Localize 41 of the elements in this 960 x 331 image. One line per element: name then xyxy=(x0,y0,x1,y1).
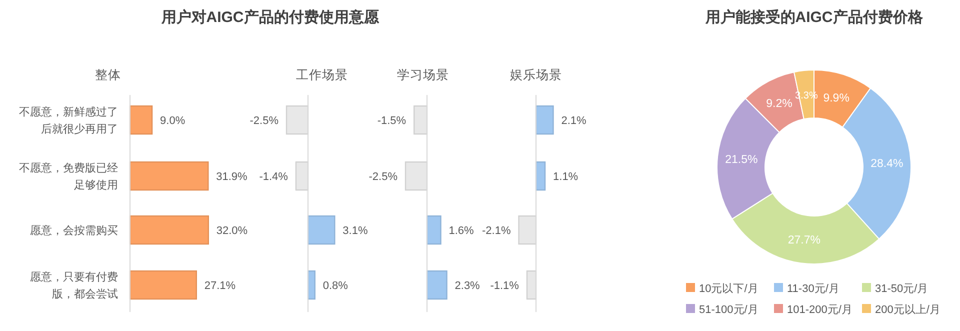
chart-subtitle: 整体 xyxy=(95,68,121,82)
data-label: -1.4% xyxy=(259,171,288,183)
data-label: 9.9% xyxy=(823,92,850,104)
y-tick-label: 不愿意，新鲜感过了后就很少再用了 xyxy=(19,106,118,136)
data-label: 27.1% xyxy=(204,280,236,292)
data-label: -2.5% xyxy=(250,115,279,127)
data-label: -2.1% xyxy=(482,225,511,237)
data-label: 2.3% xyxy=(454,280,480,292)
chart-subtitle: 娱乐场景 xyxy=(510,68,562,82)
data-label: 9.2% xyxy=(766,98,792,110)
legend-label: 51-100元/月 xyxy=(699,304,758,316)
data-label: -2.5% xyxy=(368,171,398,183)
data-label: 0.8% xyxy=(322,280,348,292)
data-label: 1.1% xyxy=(553,171,578,183)
y-tick-label: 愿意，会按需购买 xyxy=(30,224,118,237)
data-label: 32.0% xyxy=(216,225,248,237)
chart-subtitle: 工作场景 xyxy=(296,68,348,82)
legend-label: 10元以下/月 xyxy=(699,282,758,295)
data-label: 28.4% xyxy=(870,158,904,170)
chart-title: 用户能接受的AIGC产品付费价格 xyxy=(704,8,924,26)
bar xyxy=(129,215,209,245)
bar xyxy=(129,105,153,135)
data-label: 2.1% xyxy=(561,115,587,127)
legend-label: 11-30元/月 xyxy=(787,283,840,295)
y-tick-label: 不愿意，免费版已经足够使用 xyxy=(19,162,118,192)
data-label: -1.1% xyxy=(490,280,520,292)
data-label: -1.5% xyxy=(377,115,406,127)
bar xyxy=(129,270,197,300)
data-label: 1.6% xyxy=(448,225,474,237)
y-tick-label: 愿意，只要有付费版，都会尝试 xyxy=(30,270,118,300)
data-label: 31.9% xyxy=(216,171,248,183)
legend-label: 31-50元/月 xyxy=(875,283,928,295)
text: 用户对AIGC产品的付费使用意愿 xyxy=(160,8,380,26)
data-label: 27.7% xyxy=(788,234,820,246)
legend-label: 101-200元/月 xyxy=(787,304,852,316)
data-label: 21.5% xyxy=(725,154,758,166)
legend-label: 200元以上/月 xyxy=(875,303,940,316)
chart-subtitle: 学习场景 xyxy=(397,68,449,82)
data-label: 9.0% xyxy=(160,115,186,127)
bar xyxy=(129,161,209,191)
data-label: 3.1% xyxy=(342,225,368,237)
